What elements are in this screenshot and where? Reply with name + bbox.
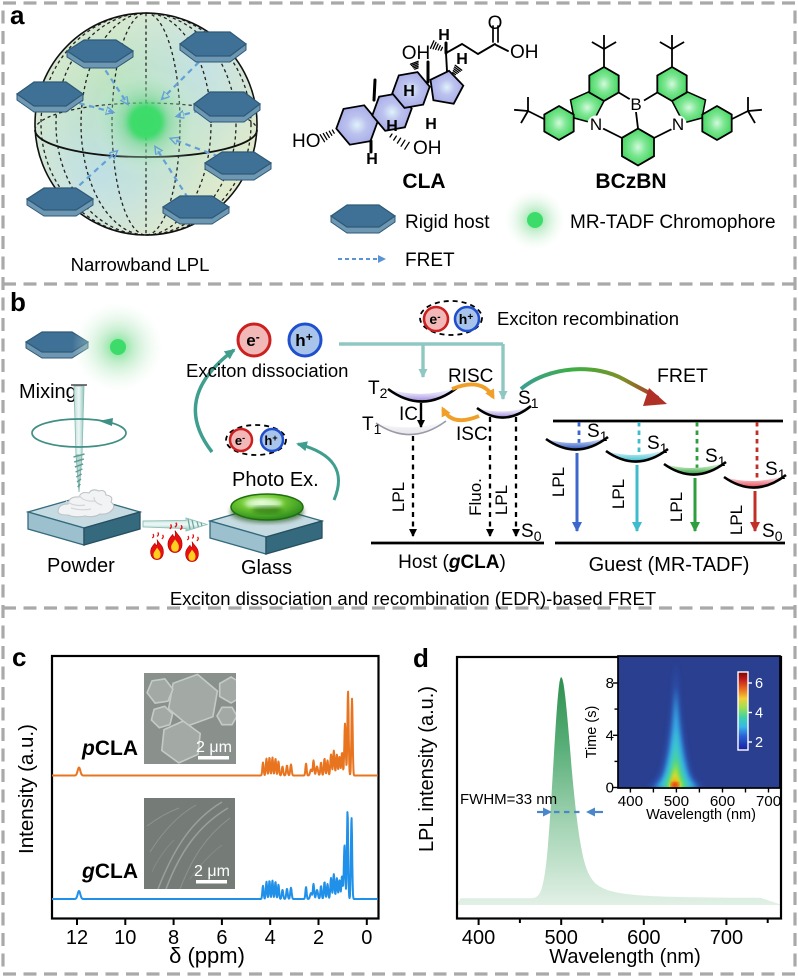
svg-text:LPL: LPL: [492, 485, 511, 515]
svg-text:H: H: [386, 118, 398, 135]
svg-text:LPL: LPL: [549, 467, 568, 497]
svg-text:O: O: [488, 13, 503, 34]
svg-text:OH: OH: [510, 42, 539, 63]
svg-text:Narrowband LPL: Narrowband LPL: [71, 254, 210, 275]
svg-text:Fluo.: Fluo.: [466, 478, 485, 516]
svg-text:H: H: [366, 151, 378, 168]
svg-text:8: 8: [168, 927, 179, 949]
svg-text:c: c: [12, 642, 26, 672]
svg-text:Exciton recombination: Exciton recombination: [497, 308, 679, 329]
svg-text:pCLA: pCLA: [81, 737, 138, 760]
svg-text:δ (ppm): δ (ppm): [169, 943, 245, 968]
svg-text:RISC: RISC: [448, 366, 493, 387]
svg-text:LPL: LPL: [667, 492, 686, 522]
svg-text:Wavelength (nm): Wavelength (nm): [646, 807, 756, 823]
svg-text:HO: HO: [292, 131, 321, 152]
svg-text:4: 4: [606, 727, 614, 744]
svg-text:Rigid host: Rigid host: [405, 212, 490, 233]
svg-text:700: 700: [756, 793, 781, 810]
svg-text:FRET: FRET: [405, 250, 455, 271]
svg-text:Host (gCLA): Host (gCLA): [398, 552, 506, 573]
svg-text:Powder: Powder: [47, 555, 115, 577]
svg-text:4: 4: [755, 706, 763, 722]
svg-text:S0: S0: [762, 521, 783, 544]
svg-text:Time (s): Time (s): [584, 706, 600, 759]
svg-text:IC: IC: [399, 404, 418, 425]
svg-text:OH: OH: [402, 43, 431, 64]
svg-text:600: 600: [627, 927, 660, 949]
svg-text:4: 4: [265, 927, 276, 949]
svg-text:2: 2: [755, 735, 763, 751]
svg-text:b: b: [10, 287, 26, 317]
svg-text:T1: T1: [362, 414, 382, 437]
svg-text:S1: S1: [647, 433, 668, 456]
svg-text:700: 700: [710, 927, 743, 949]
svg-text:400: 400: [462, 927, 495, 949]
svg-text:S1: S1: [765, 459, 786, 482]
svg-text:B: B: [630, 95, 641, 114]
svg-text:2 μm: 2 μm: [196, 739, 232, 756]
svg-text:FRET: FRET: [657, 365, 708, 387]
svg-text:ISC: ISC: [456, 424, 488, 445]
svg-text:gCLA: gCLA: [81, 860, 138, 883]
svg-text:CLA: CLA: [402, 170, 445, 193]
svg-text:N: N: [672, 115, 684, 134]
svg-text:0: 0: [361, 927, 372, 949]
svg-text:6: 6: [216, 927, 227, 949]
svg-text:FWHM=33 nm: FWHM=33 nm: [460, 791, 557, 808]
svg-text:S1: S1: [705, 446, 726, 469]
svg-text:2 μm: 2 μm: [194, 863, 230, 880]
svg-text:LPL: LPL: [727, 505, 746, 535]
svg-text:BCzBN: BCzBN: [595, 170, 666, 193]
svg-text:S0: S0: [521, 521, 542, 544]
svg-text:Glass: Glass: [241, 557, 292, 579]
svg-text:MR-TADF Chromophore: MR-TADF Chromophore: [570, 212, 776, 233]
svg-text:S1: S1: [587, 421, 608, 444]
svg-text:500: 500: [664, 793, 689, 810]
svg-text:e-: e-: [429, 311, 440, 327]
svg-text:H: H: [438, 27, 450, 44]
svg-text:H: H: [403, 83, 415, 100]
svg-text:LPL: LPL: [389, 482, 408, 512]
svg-text:a: a: [10, 0, 25, 30]
svg-text:LPL intensity (a.u.): LPL intensity (a.u.): [416, 686, 438, 852]
svg-text:e-: e-: [235, 433, 245, 448]
svg-text:500: 500: [545, 927, 578, 949]
svg-text:Wavelength (nm): Wavelength (nm): [549, 946, 701, 968]
svg-text:S1: S1: [518, 388, 539, 411]
svg-text:12: 12: [66, 927, 88, 949]
svg-text:Mixing: Mixing: [19, 381, 77, 403]
svg-text:H: H: [456, 51, 468, 68]
svg-text:LPL: LPL: [609, 479, 628, 509]
svg-text:600: 600: [710, 793, 735, 810]
svg-text:Photo Ex.: Photo Ex.: [232, 469, 319, 491]
svg-text:T2: T2: [368, 378, 388, 401]
svg-text:6: 6: [755, 676, 763, 692]
svg-text:OH: OH: [413, 138, 442, 159]
svg-text:Guest (MR-TADF): Guest (MR-TADF): [589, 554, 750, 576]
svg-text:8: 8: [606, 675, 614, 692]
svg-text:H: H: [425, 116, 437, 133]
svg-text:400: 400: [618, 793, 643, 810]
svg-text:Exciton dissociation and recom: Exciton dissociation and recombination (…: [170, 588, 656, 609]
svg-text:N: N: [590, 115, 602, 134]
svg-text:Intensity (a.u.): Intensity (a.u.): [15, 724, 38, 854]
svg-text:10: 10: [114, 927, 136, 949]
svg-text:0: 0: [606, 780, 614, 797]
svg-text:d: d: [413, 643, 429, 673]
svg-text:Exciton dissociation: Exciton dissociation: [186, 360, 348, 381]
svg-text:2: 2: [313, 927, 324, 949]
